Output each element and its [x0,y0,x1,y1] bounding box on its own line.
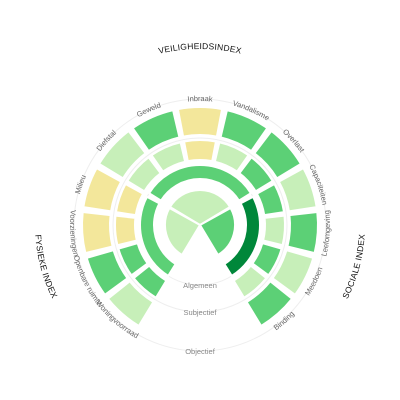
segment-subjectief-leefomgeving[interactable] [261,214,286,247]
segment-subjectief-diefstal[interactable] [125,155,163,193]
segment-subjectief-geweld[interactable] [150,141,187,174]
segment-subjectief-binding[interactable] [232,264,268,300]
segment-algemeen-veiligheidsindex[interactable] [147,164,253,203]
segment-algemeen-fysieke-index[interactable] [139,195,178,278]
category-label-voorzieningen: Voorzieningen [68,210,81,258]
segment-subjectief-openbare-ruimte[interactable] [117,241,150,277]
segment-subjectief-capaciteiten[interactable] [255,182,286,217]
level-label-subjectief: Subjectief [184,308,218,317]
index-label-sociale-index: SOCIALE INDEX [340,234,367,301]
segment-objectief-diefstal[interactable] [97,129,147,180]
segment-objectief-capaciteiten[interactable] [277,166,318,213]
segment-subjectief-milieu[interactable] [114,182,145,217]
index-label-fysieke-index: FYSIEKE INDEX [33,234,59,300]
segment-objectief-overlast[interactable] [253,129,303,180]
segment-subjectief-vandalisme[interactable] [213,141,250,174]
index-label-veiligheidsindex: VEILIGHEIDSINDEX [157,41,242,56]
segment-objectief-leefomgeving[interactable] [286,210,319,255]
segment-subjectief-overlast[interactable] [237,155,275,193]
category-label-inbraak: Inbraak [187,94,213,104]
segment-subjectief-inbraak[interactable] [182,139,218,163]
segment-objectief-milieu[interactable] [82,166,123,213]
level-guide-objectief [73,98,327,352]
category-label-leefomgeving: Leefomgeving [319,210,332,257]
segment-objectief-inbraak[interactable] [176,106,224,138]
segment-objectief-vandalisme[interactable] [219,108,269,153]
segment-center-fysieke-index[interactable] [164,206,202,257]
segment-subjectief-meedoen[interactable] [250,241,283,277]
segment-objectief-meedoen[interactable] [271,248,315,297]
segment-algemeen-sociale-index[interactable] [222,195,261,278]
level-guide-subjectief [112,137,288,313]
level-label-algemeen: Algemeen [183,281,217,290]
segment-objectief-openbare-ruimte[interactable] [85,248,129,297]
segment-objectief-woningvoorraad[interactable] [106,279,155,328]
segment-subjectief-voorzieningen[interactable] [114,214,139,247]
level-label-objectief: Objectief [185,347,216,356]
category-label-milieu: Milieu [73,173,88,195]
segment-objectief-binding[interactable] [245,279,294,328]
segment-objectief-voorzieningen[interactable] [81,210,114,255]
segment-center-veiligheidsindex[interactable] [168,189,232,227]
segment-subjectief-woningvoorraad[interactable] [132,264,168,300]
segment-center-sociale-index[interactable] [198,206,236,257]
segment-objectief-geweld[interactable] [131,108,181,153]
